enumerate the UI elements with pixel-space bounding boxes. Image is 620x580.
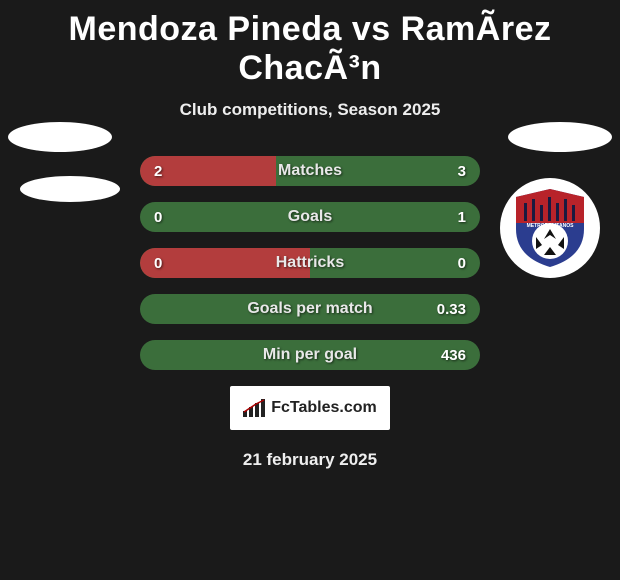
stat-label: Hattricks [140,248,480,278]
fctables-logo: FcTables.com [230,386,390,430]
logo-label: FcTables.com [271,399,377,417]
stat-label: Min per goal [140,340,480,370]
stat-label: Goals [140,202,480,232]
stat-row: Matches2 3 [140,156,480,186]
subtitle: Club competitions, Season 2025 [0,100,620,120]
stat-row: Goals per match0.33 [140,294,480,324]
player-right-ellipse [508,122,612,152]
stat-value-left: 0 [154,248,162,278]
player-left-ellipse-1 [8,122,112,152]
stat-value-right: 1 [458,202,466,232]
stat-value-right: 3 [458,156,466,186]
stat-value-right: 0.33 [437,294,466,324]
date-label: 21 february 2025 [0,450,620,470]
stat-row: Goals0 1 [140,202,480,232]
stat-value-left: 0 [154,202,162,232]
stat-label: Goals per match [140,294,480,324]
page-title: Mendoza Pineda vs RamÃ­rez ChacÃ³n [0,0,620,88]
stat-row: Min per goal436 [140,340,480,370]
stat-row: Hattricks0 0 [140,248,480,278]
stat-value-left: 2 [154,156,162,186]
stat-value-right: 0 [458,248,466,278]
stat-label: Matches [140,156,480,186]
stat-value-right: 436 [441,340,466,370]
stats-container: Matches23Goals01Hattricks00Goals per mat… [0,156,620,370]
bar-chart-icon [243,399,267,417]
